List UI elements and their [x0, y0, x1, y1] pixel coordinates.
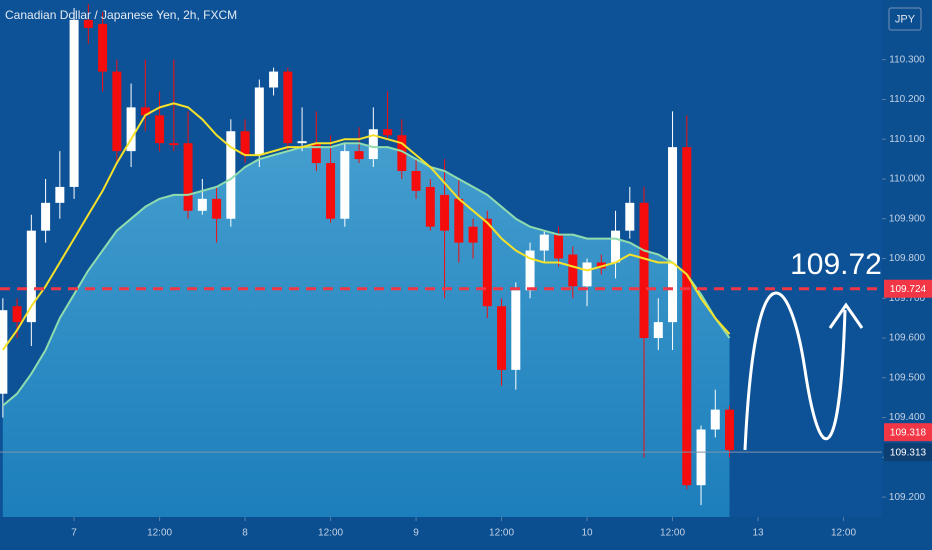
candle-body	[725, 409, 735, 451]
x-tick-label: 12:00	[489, 528, 514, 539]
x-tick-label: 8	[242, 528, 248, 539]
axes-layer: 109.200109.300109.400109.500109.600109.7…	[71, 54, 932, 539]
candle-body	[12, 306, 22, 323]
candle-body	[354, 151, 364, 160]
candle-body	[297, 141, 307, 144]
candle-body	[368, 129, 378, 160]
candle-body	[0, 310, 8, 394]
candle-body	[340, 151, 350, 219]
y-tick-label: 110.000	[889, 174, 925, 185]
candle-body	[140, 107, 150, 116]
candle-body	[269, 71, 279, 88]
x-tick-label: 9	[413, 528, 419, 539]
x-tick-label: 12:00	[831, 528, 856, 539]
x-tick-label: 12:00	[660, 528, 685, 539]
price-axis-background	[882, 0, 932, 550]
candle-body	[283, 71, 293, 144]
x-tick-label: 7	[71, 528, 77, 539]
price-label: 109.313	[890, 447, 927, 458]
candle-body	[26, 230, 36, 323]
candle-body	[568, 254, 578, 287]
price-label-box	[884, 423, 932, 442]
line-layer	[1, 102, 731, 407]
price-label-box	[884, 443, 932, 462]
chart-title: Canadian Dollar / Japanese Yen, 2h, FXCM	[5, 8, 237, 22]
candle-body	[539, 234, 549, 251]
candle-body	[326, 163, 336, 219]
candle-body	[582, 262, 592, 287]
annotation: 109.72	[790, 248, 882, 281]
candle-body	[625, 202, 635, 231]
currency-label[interactable]: JPY	[895, 13, 916, 25]
y-tick-label: 109.800	[889, 253, 926, 264]
candle-body	[440, 194, 450, 231]
candle-body	[425, 186, 435, 227]
candle-body	[240, 131, 250, 156]
time-axis-background	[0, 517, 882, 550]
candle-body	[482, 218, 492, 307]
candle-layer	[0, 3, 735, 506]
y-tick-label: 109.900	[889, 213, 926, 224]
candle-body	[41, 202, 51, 231]
candle-body	[596, 262, 606, 269]
y-tick-label: 109.600	[889, 333, 926, 344]
candle-body	[454, 198, 464, 243]
x-tick-label: 12:00	[318, 528, 343, 539]
candle-body	[511, 290, 521, 370]
candle-body	[696, 429, 706, 486]
candle-body	[254, 87, 264, 156]
candle-body	[98, 23, 108, 72]
candle-body	[212, 198, 222, 219]
hline-layer	[0, 287, 882, 453]
candle-body	[226, 131, 236, 219]
candle-body	[554, 234, 564, 259]
candle-body	[411, 171, 421, 191]
y-tick-label: 110.100	[889, 134, 925, 145]
y-tick-label: 109.200	[889, 492, 926, 503]
y-tick-label: 109.500	[889, 372, 926, 383]
candle-body	[682, 147, 692, 486]
candle-body	[639, 202, 649, 339]
candle-body	[611, 230, 621, 263]
forecast-arrowhead	[828, 302, 864, 329]
ma-line	[1, 102, 731, 351]
x-tick-label: 10	[581, 528, 593, 539]
price-label-box	[884, 279, 932, 298]
candle-body	[197, 198, 207, 211]
x-tick-label: 13	[752, 528, 764, 539]
candle-body	[55, 186, 65, 203]
candle-body	[397, 135, 407, 172]
price-label: 109.318	[890, 427, 927, 438]
ma-line	[2, 142, 731, 407]
forecast-curve	[743, 291, 847, 451]
y-tick-label: 109.400	[889, 412, 926, 423]
y-tick-label: 109.700	[889, 293, 926, 304]
candle-body	[497, 306, 507, 370]
candle-body	[83, 19, 93, 28]
candle-body	[169, 143, 179, 146]
candle-body	[525, 250, 535, 291]
candle-body	[69, 19, 79, 187]
candle-body	[383, 129, 393, 136]
y-tick-label: 110.300	[889, 54, 925, 65]
y-tick-label: 110.200	[889, 94, 925, 105]
price-label: 109.724	[890, 284, 927, 295]
x-tick-label: 12:00	[147, 528, 172, 539]
candle-body	[668, 147, 678, 323]
candle-body	[112, 71, 122, 152]
candle-body	[155, 115, 165, 144]
candle-body	[311, 143, 321, 164]
currency-box[interactable]	[888, 7, 922, 31]
candle-body	[468, 226, 478, 243]
candle-body	[653, 322, 663, 339]
candle-body	[126, 107, 136, 152]
candle-body	[183, 143, 193, 211]
candle-body	[710, 409, 720, 430]
